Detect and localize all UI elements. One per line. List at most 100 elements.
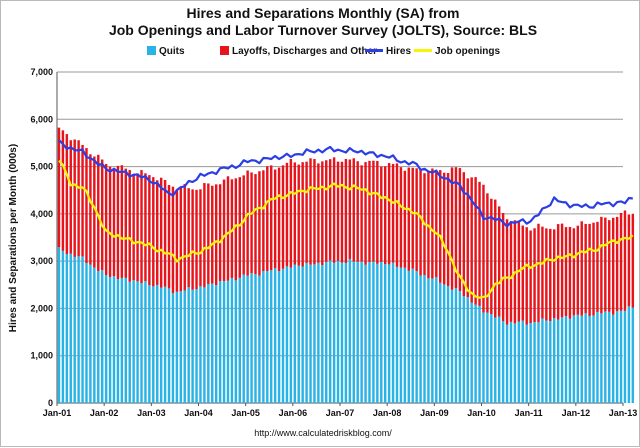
bar-layoffs xyxy=(454,167,458,289)
bar-quits xyxy=(289,267,293,403)
bar-layoffs xyxy=(124,168,128,278)
bar-layoffs xyxy=(297,164,300,266)
bar-layoffs xyxy=(533,228,536,323)
bar-quits xyxy=(309,264,312,403)
bar-layoffs xyxy=(285,162,289,267)
bar-quits xyxy=(403,267,407,403)
bar-quits xyxy=(376,263,379,403)
bar-quits xyxy=(470,302,473,403)
bar-quits xyxy=(458,291,462,403)
bar-layoffs xyxy=(156,180,159,285)
chart-title-line-2: Job Openings and Labor Turnover Survey (… xyxy=(109,22,537,38)
bar-layoffs xyxy=(61,130,65,251)
bar-layoffs xyxy=(501,213,505,322)
bar-layoffs xyxy=(289,158,293,268)
x-tick-label: Jan-05 xyxy=(231,408,260,418)
bar-layoffs xyxy=(600,216,603,314)
bar-quits xyxy=(427,278,430,403)
bar-quits xyxy=(258,275,261,403)
legend-openings-label: Job openings xyxy=(435,46,500,57)
bar-quits xyxy=(533,322,536,403)
bar-quits xyxy=(423,275,426,403)
bar-quits xyxy=(73,256,76,403)
bar-layoffs xyxy=(411,167,414,269)
legend-layoffs-label: Layoffs, Discharges and Other xyxy=(232,46,377,57)
bar-quits xyxy=(65,254,69,403)
bar-layoffs xyxy=(108,166,112,278)
bar-layoffs xyxy=(266,166,269,272)
bar-quits xyxy=(293,264,297,403)
bar-quits xyxy=(596,311,599,403)
bar-layoffs xyxy=(490,198,493,315)
bar-quits xyxy=(407,270,411,403)
bar-quits xyxy=(505,324,509,403)
bar-layoffs xyxy=(273,169,277,269)
bar-quits xyxy=(250,273,253,403)
y-tick-label: 3,000 xyxy=(30,256,53,266)
bar-layoffs xyxy=(136,173,139,282)
bar-layoffs xyxy=(211,185,214,284)
bar-layoffs xyxy=(552,229,556,319)
bar-quits xyxy=(242,274,245,403)
bar-quits xyxy=(360,261,363,403)
bar-quits xyxy=(356,261,359,403)
bar-quits xyxy=(364,264,367,403)
bar-layoffs xyxy=(199,189,202,287)
bar-layoffs xyxy=(395,163,399,267)
bar-quits xyxy=(623,310,627,403)
bar-quits xyxy=(549,320,552,403)
bar-layoffs xyxy=(360,165,363,262)
bar-quits xyxy=(238,277,241,403)
bar-quits xyxy=(552,318,556,403)
bar-layoffs xyxy=(541,226,544,319)
bar-quits xyxy=(148,285,151,403)
bar-layoffs xyxy=(246,170,249,276)
bar-quits xyxy=(187,287,190,403)
bar-layoffs xyxy=(81,144,84,257)
bar-layoffs xyxy=(592,222,595,316)
legend-quits-label: Quits xyxy=(159,46,185,57)
bar-quits xyxy=(352,261,355,403)
bar-layoffs xyxy=(576,225,580,315)
bar-layoffs xyxy=(128,170,131,282)
bar-quits xyxy=(203,287,206,403)
bar-quits xyxy=(466,297,469,403)
bar-quits xyxy=(128,281,131,403)
x-tick-label: Jan-04 xyxy=(184,408,213,418)
bar-layoffs xyxy=(564,227,568,317)
bar-quits xyxy=(207,283,210,403)
bar-layoffs xyxy=(226,176,230,281)
bar-layoffs xyxy=(242,175,245,275)
bar-quits xyxy=(171,293,175,403)
bar-quits xyxy=(156,284,159,403)
bar-layoffs xyxy=(494,199,497,318)
bar-quits xyxy=(564,316,568,403)
bar-quits xyxy=(592,315,595,403)
bar-quits xyxy=(285,266,289,403)
bar-layoffs xyxy=(309,158,312,265)
bar-quits xyxy=(124,277,128,403)
bar-layoffs xyxy=(104,163,108,276)
bar-layoffs xyxy=(521,225,524,321)
bar-layoffs xyxy=(195,189,198,290)
bar-quits xyxy=(387,264,391,403)
bar-quits xyxy=(97,271,100,403)
bar-layoffs xyxy=(486,193,489,313)
bar-layoffs xyxy=(262,170,265,272)
bar-quits xyxy=(615,311,619,403)
bar-quits xyxy=(419,275,422,403)
bar-quits xyxy=(301,266,304,403)
bar-quits xyxy=(85,263,88,403)
bar-quits xyxy=(191,289,194,403)
bar-quits xyxy=(611,314,615,403)
bar-layoffs xyxy=(352,158,355,262)
bar-quits xyxy=(439,282,442,403)
bar-quits xyxy=(175,291,179,403)
x-tick-label: Jan-02 xyxy=(90,408,119,418)
bar-layoffs xyxy=(623,210,627,311)
bar-layoffs xyxy=(376,161,379,264)
bar-quits xyxy=(179,291,183,403)
bar-quits xyxy=(305,262,308,403)
bar-layoffs xyxy=(627,214,631,307)
bar-quits xyxy=(218,281,222,403)
